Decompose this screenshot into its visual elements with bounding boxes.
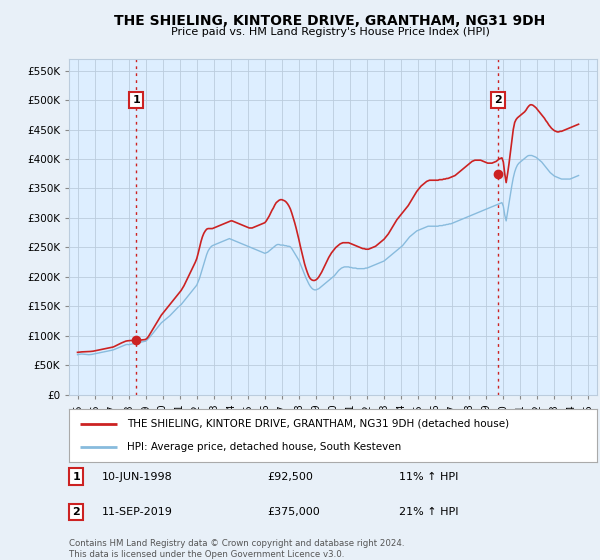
Text: Contains HM Land Registry data © Crown copyright and database right 2024.: Contains HM Land Registry data © Crown c… bbox=[69, 539, 404, 548]
Text: 10-JUN-1998: 10-JUN-1998 bbox=[102, 472, 173, 482]
Text: £375,000: £375,000 bbox=[267, 507, 320, 517]
Text: £92,500: £92,500 bbox=[267, 472, 313, 482]
Text: THE SHIELING, KINTORE DRIVE, GRANTHAM, NG31 9DH: THE SHIELING, KINTORE DRIVE, GRANTHAM, N… bbox=[115, 14, 545, 28]
Text: 2: 2 bbox=[494, 95, 502, 105]
Text: Price paid vs. HM Land Registry's House Price Index (HPI): Price paid vs. HM Land Registry's House … bbox=[170, 27, 490, 37]
Text: 1: 1 bbox=[73, 472, 80, 482]
Text: 1: 1 bbox=[132, 95, 140, 105]
Text: HPI: Average price, detached house, South Kesteven: HPI: Average price, detached house, Sout… bbox=[127, 442, 401, 452]
Text: 11% ↑ HPI: 11% ↑ HPI bbox=[399, 472, 458, 482]
Text: This data is licensed under the Open Government Licence v3.0.: This data is licensed under the Open Gov… bbox=[69, 550, 344, 559]
Text: THE SHIELING, KINTORE DRIVE, GRANTHAM, NG31 9DH (detached house): THE SHIELING, KINTORE DRIVE, GRANTHAM, N… bbox=[127, 419, 509, 429]
Text: 2: 2 bbox=[73, 507, 80, 517]
Text: 21% ↑ HPI: 21% ↑ HPI bbox=[399, 507, 458, 517]
Text: 11-SEP-2019: 11-SEP-2019 bbox=[102, 507, 173, 517]
